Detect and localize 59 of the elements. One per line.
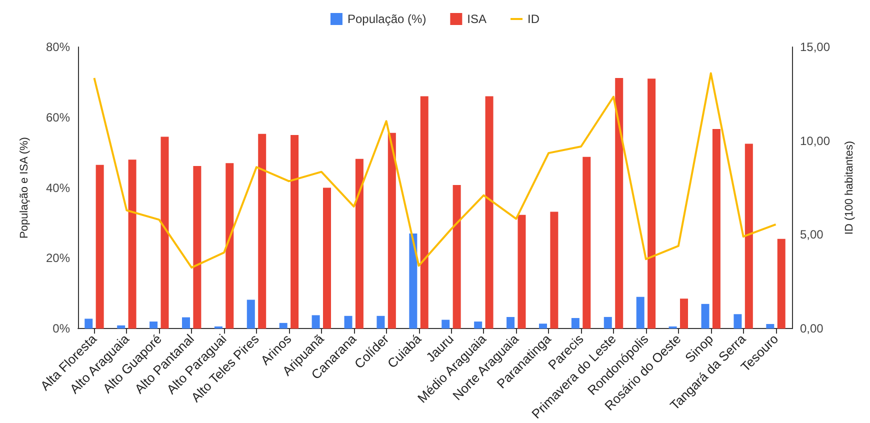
bar (226, 163, 234, 329)
y-tick-label: 40% (46, 180, 70, 195)
y-tick-label: 80% (46, 40, 70, 54)
legend-label: ISA (467, 12, 487, 26)
bar (474, 322, 482, 329)
bar (96, 164, 104, 329)
bar (150, 322, 158, 329)
bar (193, 166, 202, 329)
bar (712, 129, 720, 329)
bar (117, 325, 126, 329)
bar (452, 184, 461, 329)
y-axis-title: População e ISA (%) (18, 137, 30, 239)
bar (160, 136, 169, 329)
bar (182, 317, 190, 329)
y2-tick-label: 5,00 (800, 228, 824, 242)
bar (420, 96, 428, 329)
bar (442, 320, 450, 329)
y2-tick-label: 10,00 (800, 134, 830, 148)
bar (355, 158, 364, 329)
bar (648, 78, 656, 329)
bar (550, 212, 558, 329)
bar (214, 326, 222, 329)
bar (409, 234, 418, 329)
bar (701, 304, 710, 329)
bar (777, 238, 786, 329)
bar (744, 144, 753, 329)
line-series (93, 72, 777, 269)
bar (680, 298, 688, 329)
bar (766, 324, 774, 329)
bar (312, 315, 320, 329)
bar (604, 316, 612, 329)
bar (734, 314, 742, 329)
legend-label: População (%) (347, 12, 426, 26)
bar (279, 322, 288, 329)
bar (668, 326, 677, 329)
bar (128, 160, 136, 329)
bar (518, 214, 526, 329)
y-tick-label: 60% (46, 110, 70, 124)
bar (571, 318, 580, 329)
bar (388, 132, 396, 329)
bar (344, 316, 352, 329)
bar (615, 78, 624, 329)
bar (538, 324, 547, 329)
bar (84, 318, 93, 329)
y-tick-label: 20% (46, 251, 70, 266)
bar (506, 316, 515, 329)
bar (376, 316, 385, 329)
y2-tick-label: 0,00 (800, 322, 824, 336)
bar (323, 188, 332, 329)
y2-axis-title: ID (100 habitantes) (844, 141, 856, 235)
bar (636, 296, 644, 329)
y-tick-label: 0% (52, 322, 70, 336)
y2-tick-label: 15,00 (800, 40, 830, 54)
legend-label: ID (528, 12, 540, 26)
bar (485, 96, 494, 329)
bar (582, 156, 591, 329)
bar (246, 300, 255, 329)
bar (290, 134, 299, 329)
bar (258, 134, 266, 329)
